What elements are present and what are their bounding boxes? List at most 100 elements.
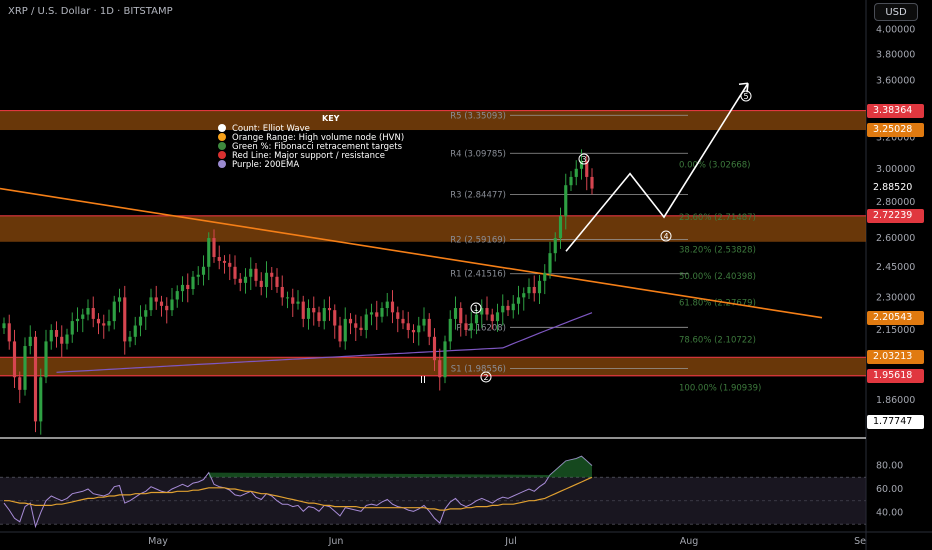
candle-body [443,341,447,378]
wave-circle [578,153,590,165]
candle-body [222,260,227,263]
candle-body [585,160,589,177]
price-tick-label: 1.86000 [876,395,915,406]
candle-body [228,262,232,267]
candle-body [264,272,269,287]
candle-body [490,314,494,322]
price-label: 3.25028 [867,123,924,138]
candle-body [579,160,584,169]
rsi-ma-line [4,476,593,511]
candle-body [511,303,515,311]
time-tick-label: Se [854,536,866,547]
rsi-tick-label: 80.00 [876,461,903,472]
wave-label: 2 [483,373,488,382]
pivot-label: R2 (2.59169) [450,236,506,246]
pivot-label: S1 (1.98556) [451,365,506,375]
purple-dot-icon [218,160,226,168]
price-tick-label: 3.80000 [876,49,915,60]
price-tick-label: 4.00000 [876,25,915,36]
candle-body [138,316,143,326]
candle-body [149,297,153,311]
candle-body [49,330,53,342]
candle-body [259,280,263,287]
candle-body [375,312,379,317]
key-item-wave: Count: Elliot Wave [218,124,310,134]
candle-body [217,257,221,261]
candle-body [91,308,95,319]
candle-body [112,301,116,322]
candle-body [411,330,416,333]
candle-body [527,286,531,294]
candle-body [474,314,479,324]
price-label: 1.77747 [867,415,924,430]
candle-body [469,323,473,331]
candle-body [453,308,458,319]
candle-body [296,301,300,304]
candle-body [485,308,489,315]
candle-body [343,318,347,342]
candle-body [65,334,69,344]
candle-body [327,308,332,311]
rsi-line [3,455,593,529]
wave-circle [470,302,482,314]
candle-body [558,216,563,239]
candle-body [448,318,452,342]
candle-body [553,238,557,254]
price-label: 3.38364 [867,103,924,118]
rsi-tick-label: 40.00 [876,507,903,518]
candle-body [564,185,568,217]
candle-body [117,297,122,302]
candle-body [201,266,206,275]
candle-body [128,336,132,342]
candle-body [102,323,106,326]
time-tick-label: Aug [680,536,699,547]
candle-body [291,297,295,304]
candle-body [406,323,410,331]
fib-label: 78.60% (2.10722) [679,336,756,346]
key-item-red-line: Red Line: Major support / resistance [218,151,385,161]
candle-body [501,305,505,313]
red-dot-icon [218,151,226,159]
candle-body [333,310,337,326]
pause-marker: II [420,375,426,386]
candle-body [380,308,384,317]
hvn-zone [0,110,866,131]
candle-body [317,312,321,322]
price-label: 2.72239 [867,208,924,223]
candle-body [338,325,342,342]
candle-body [196,274,200,277]
candle-body [44,341,48,378]
candle-body [249,268,253,277]
wave-circle [480,371,492,383]
candle-body [28,336,32,347]
key-item-hvn: Orange Range: High volume node (HVN) [218,133,404,143]
candle-body [280,286,284,298]
candle-body [369,312,374,315]
wave-circle [660,230,672,242]
candle-body [574,168,578,177]
currency-button[interactable]: USD [874,3,918,21]
candle-body [427,318,431,337]
candle-body [548,253,552,273]
orange-dot-icon [218,133,226,141]
candle-body [364,314,368,331]
symbol-header[interactable]: XRP / U.S. Dollar · 1D · BITSTAMP [8,6,173,17]
candle-body [165,305,169,311]
candle-body [123,297,127,342]
wave-label: 1 [473,304,478,313]
pivot-label: R4 (3.09785) [450,149,506,159]
candle-body [396,312,400,319]
time-tick-label: Jul [504,536,516,547]
candle-body [459,308,463,324]
candle-body [144,310,148,317]
price-tick-label: 2.45000 [876,262,915,273]
key-item-fib: Green %: Fibonacci retracement targets [218,142,402,152]
candle-body [191,276,195,290]
pivot-label: R5 (3.35093) [450,111,506,121]
wave-label: 5 [743,92,748,101]
key-item-ema: Purple: 200EMA [218,160,299,170]
price-tick-label: 2.15000 [876,325,915,336]
candle-body [401,318,405,324]
